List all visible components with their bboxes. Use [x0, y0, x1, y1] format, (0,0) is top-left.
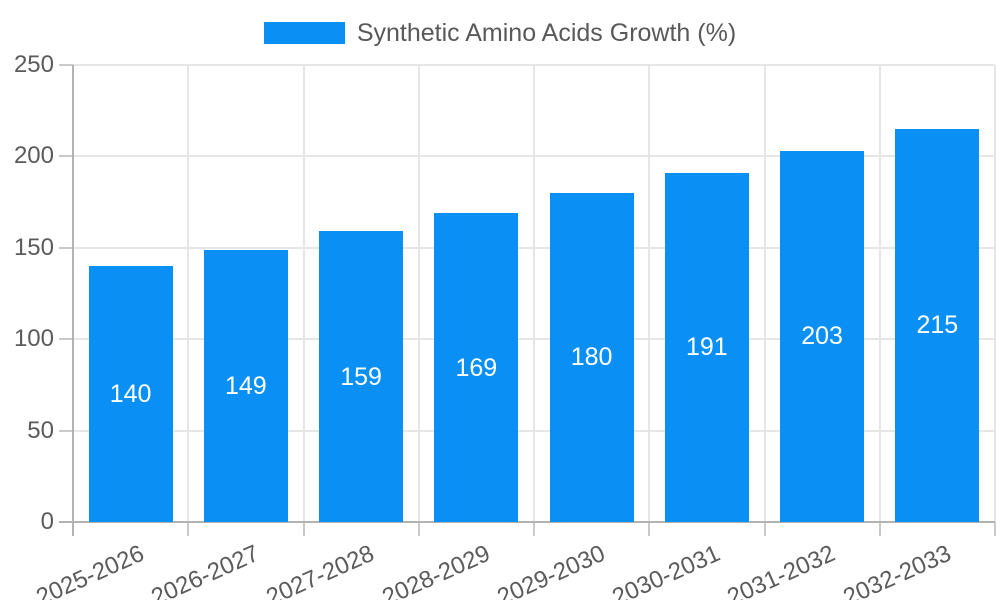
- bar[interactable]: [319, 231, 404, 522]
- grid-line-vertical: [994, 65, 996, 522]
- x-axis-tick: [187, 522, 190, 536]
- bar[interactable]: [549, 192, 634, 522]
- bar-value-label: 215: [916, 311, 959, 340]
- bar[interactable]: [434, 213, 519, 522]
- x-tick-label: 2029-2030: [493, 539, 610, 600]
- y-tick-label: 200: [13, 142, 54, 170]
- bar-value-label: 149: [225, 371, 267, 400]
- x-tick-label: 2025-2026: [32, 539, 149, 600]
- x-tick-label: 2032-2033: [838, 539, 955, 600]
- y-tick-label: 50: [27, 416, 54, 444]
- bar-value-label: 140: [109, 380, 152, 409]
- bar-value-label: 159: [340, 362, 382, 391]
- bar-value-label: 191: [686, 333, 728, 362]
- y-axis-tick: [59, 338, 73, 341]
- bar[interactable]: [780, 150, 865, 522]
- bar[interactable]: [203, 249, 288, 522]
- grid-line-vertical: [417, 65, 420, 522]
- bar[interactable]: [895, 128, 980, 522]
- y-tick-label: 150: [13, 233, 54, 261]
- legend-label: Synthetic Amino Acids Growth (%): [356, 18, 737, 47]
- x-tick-label: 2030-2031: [608, 539, 725, 600]
- x-axis-tick: [302, 522, 305, 536]
- x-axis-tick: [994, 522, 996, 536]
- grid-line-vertical: [648, 65, 651, 522]
- x-tick-label: 2027-2028: [262, 539, 379, 600]
- y-axis-tick: [59, 429, 73, 432]
- bar-value-label: 180: [570, 343, 613, 372]
- x-axis-line: [59, 521, 995, 523]
- x-axis-tick: [533, 522, 535, 536]
- y-tick-label: 0: [40, 508, 54, 535]
- grid-line-vertical: [763, 65, 766, 522]
- bar[interactable]: [664, 172, 749, 522]
- grid-line-vertical: [302, 65, 305, 522]
- x-axis-tick: [763, 522, 766, 536]
- legend-swatch: [263, 22, 345, 44]
- grid-line-vertical: [533, 65, 535, 522]
- grid-line-vertical: [187, 65, 190, 522]
- y-tick-label: 100: [13, 325, 54, 353]
- x-axis-tick: [878, 522, 881, 536]
- y-axis-tick: [59, 64, 73, 66]
- y-axis-line: [72, 65, 74, 536]
- x-axis-tick: [417, 522, 420, 536]
- y-tick-label: 250: [13, 51, 54, 78]
- y-axis-tick: [59, 246, 73, 249]
- y-axis-tick: [59, 155, 73, 158]
- x-tick-label: 2028-2029: [377, 539, 494, 600]
- grid-line-vertical: [878, 65, 881, 522]
- x-axis-tick: [648, 522, 651, 536]
- legend[interactable]: Synthetic Amino Acids Growth (%): [0, 18, 1000, 48]
- bar[interactable]: [88, 266, 173, 522]
- x-tick-label: 2031-2032: [723, 539, 840, 600]
- bar-value-label: 203: [801, 322, 843, 351]
- bar-value-label: 169: [455, 353, 498, 382]
- x-tick-label: 2026-2027: [147, 539, 264, 600]
